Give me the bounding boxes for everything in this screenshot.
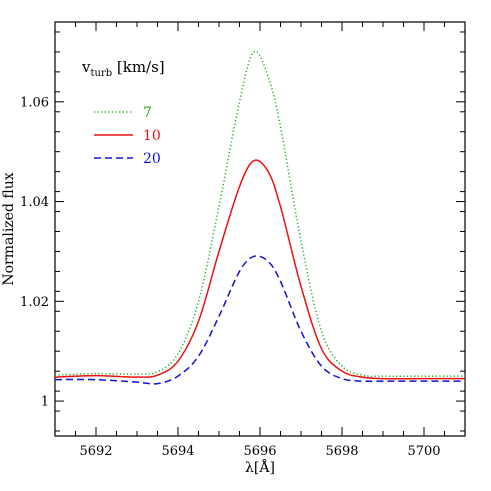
series-line-7 — [54, 50, 465, 377]
y-tick-label: 1.02 — [20, 295, 49, 310]
x-tick-label: 5692 — [79, 444, 112, 459]
legend-label-20: 20 — [143, 151, 161, 167]
y-tick-label: 1.04 — [20, 195, 49, 210]
y-axis-label: Normalized flux — [1, 172, 17, 285]
axis-ticks — [54, 22, 466, 436]
x-tick-label: 5700 — [407, 444, 440, 459]
legend-title-unit: [km/s] — [112, 58, 165, 76]
x-tick-label: 5698 — [325, 444, 358, 459]
y-tick-label: 1.06 — [20, 95, 49, 110]
x-tick-label: 5696 — [243, 444, 276, 459]
series-lines — [54, 50, 465, 385]
y-tick-label: 1 — [41, 395, 49, 410]
x-tick-label: 5694 — [161, 444, 194, 459]
legend-title-main: v — [81, 58, 91, 76]
legend-label-10: 10 — [143, 128, 161, 144]
legend-title-sub: turb — [90, 68, 112, 79]
legend-label-7: 7 — [143, 105, 152, 121]
legend: vturb [km/s] 7 10 20 — [81, 58, 165, 167]
series-line-20 — [54, 255, 465, 385]
series-line-10 — [54, 159, 465, 380]
axis-tick-labels: 5692 5694 5696 5698 5700 1 1.02 1.04 1.06 — [20, 95, 441, 459]
legend-title: vturb [km/s] — [81, 58, 165, 79]
x-axis-label: λ[Å] — [245, 458, 275, 476]
